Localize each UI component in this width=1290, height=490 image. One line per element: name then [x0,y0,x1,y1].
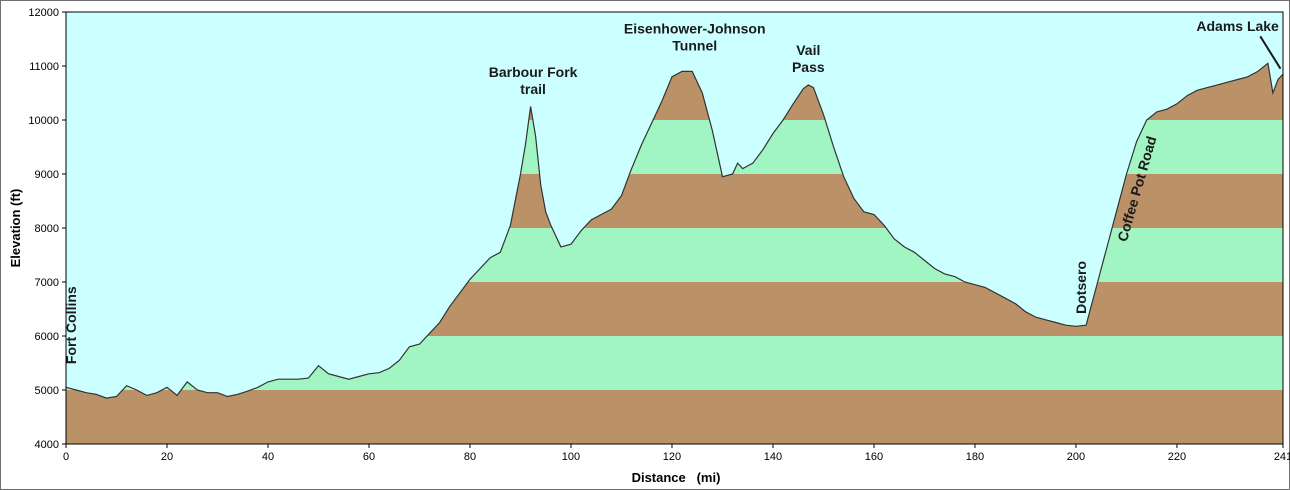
x-tick-label: 140 [764,451,782,463]
plot-area [65,11,1284,445]
annotation-label: Dotsero [1073,261,1089,314]
annotation-line: Eisenhower-Johnson [624,21,766,37]
y-tick-label: 9000 [35,169,59,181]
annotation-line: Pass [792,59,825,75]
y-tick-label: 6000 [35,331,59,343]
annotation-line: Dotsero [1073,261,1089,314]
annotation-label: Adams Lake [1196,18,1279,34]
annotation-line: Tunnel [672,38,717,54]
adams-lake-pointer [1259,35,1282,70]
x-tick-label: 80 [464,451,476,463]
elevation-band [66,390,1283,444]
x-tick-label: 120 [663,451,681,463]
annotation-line: Adams Lake [1196,18,1279,34]
x-axis-label: Distance (mi) [632,470,721,485]
elevation-profile-line [65,62,1284,399]
y-tick-label: 11000 [29,61,59,73]
y-tick-label: 4000 [35,439,59,451]
x-tick-label: 160 [865,451,883,463]
annotation-line: Fort Collins [63,286,79,364]
x-tick-label: 241 [1274,451,1290,463]
annotation-label: Vail Pass [792,42,825,75]
x-tick-label: 220 [1168,451,1186,463]
y-tick-label: 7000 [35,277,59,289]
y-axis-label: Elevation (ft) [8,189,23,268]
x-tick-label: 60 [363,451,375,463]
annotation-line: trail [520,81,546,97]
y-tick-label: 10000 [28,115,59,127]
x-tick-label: 40 [262,451,274,463]
x-tick-label: 0 [63,451,69,463]
y-tick-label: 8000 [35,223,59,235]
x-tick-label: 200 [1067,451,1085,463]
x-tick-label: 180 [966,451,984,463]
x-tick-label: 100 [562,451,580,463]
annotation-label: Fort Collins [63,286,79,364]
y-tick-label: 5000 [35,385,59,397]
annotation-line: Vail [796,42,820,58]
x-tick-label: 20 [161,451,173,463]
y-tick-label: 12000 [28,7,59,19]
axis-ticks: 4000 5000 6000 7000 8000 9000 10000 11000 12000 0… [28,7,1290,463]
annotation-label: Barbour Fork trail [489,64,578,97]
annotation-label: Eisenhower-Johnson Tunnel [624,21,766,54]
annotation-line: Barbour Fork [489,64,578,80]
